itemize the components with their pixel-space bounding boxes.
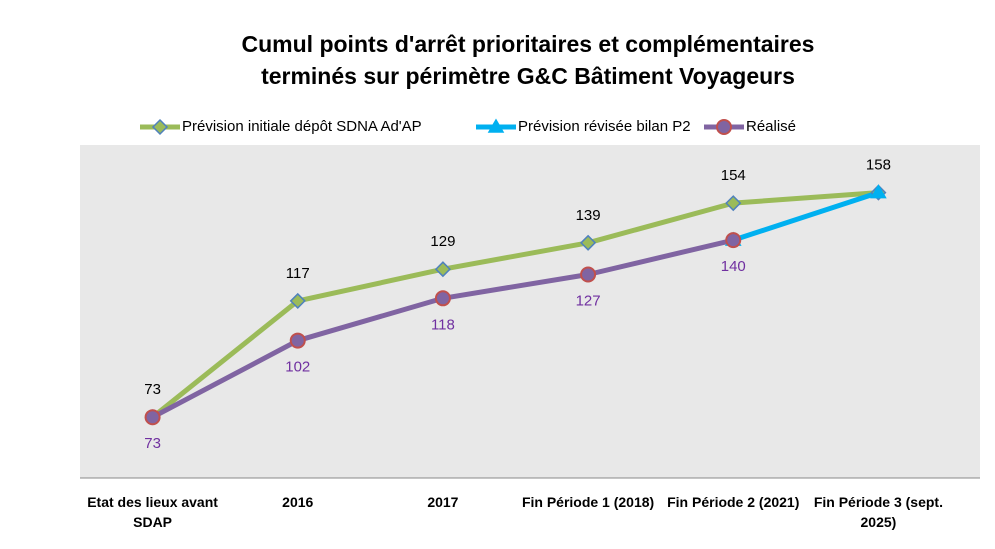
x-tick-label: Fin Période 2 (2021) <box>667 494 800 510</box>
chart-title: Cumul points d'arrêt prioritaires et com… <box>241 31 815 89</box>
marker <box>716 119 732 135</box>
x-tick-label: Fin Période 1 (2018) <box>521 494 655 510</box>
marker <box>144 409 161 426</box>
marker <box>725 195 742 212</box>
marker <box>434 261 451 278</box>
series-line <box>732 190 880 243</box>
marker <box>870 184 887 199</box>
data-label: 102 <box>285 359 310 376</box>
legend-label: Prévision révisée bilan P2 <box>518 118 691 135</box>
plot-area <box>80 145 980 478</box>
marker <box>151 118 169 136</box>
data-label: 117 <box>286 265 310 282</box>
data-label: 154 <box>721 167 746 184</box>
data-label: 129 <box>430 233 455 250</box>
series-line <box>151 190 879 420</box>
marker <box>487 118 505 133</box>
data-label: 73 <box>144 435 161 452</box>
legend-label: Réalisé <box>746 118 796 135</box>
marker <box>289 332 306 349</box>
marker <box>725 232 742 249</box>
x-tick-label: 2016 <box>282 494 314 510</box>
x-tick-label: Etat des lieux avant SDAP <box>87 494 218 530</box>
data-label: 158 <box>866 157 891 174</box>
x-tick-label: 2017 <box>427 494 459 510</box>
x-tick-label: Fin Période 3 (sept. 2025) <box>813 494 943 530</box>
marker <box>580 234 597 251</box>
legend-label: Prévision initiale dépôt SDNA Ad'AP <box>182 118 422 135</box>
data-label: 73 <box>144 381 161 398</box>
marker <box>580 266 597 283</box>
data-label: 139 <box>576 207 601 224</box>
data-label: 118 <box>431 316 455 333</box>
data-label: 127 <box>576 292 601 309</box>
data-label: 140 <box>721 258 746 275</box>
marker <box>289 292 306 309</box>
marker <box>434 290 451 307</box>
